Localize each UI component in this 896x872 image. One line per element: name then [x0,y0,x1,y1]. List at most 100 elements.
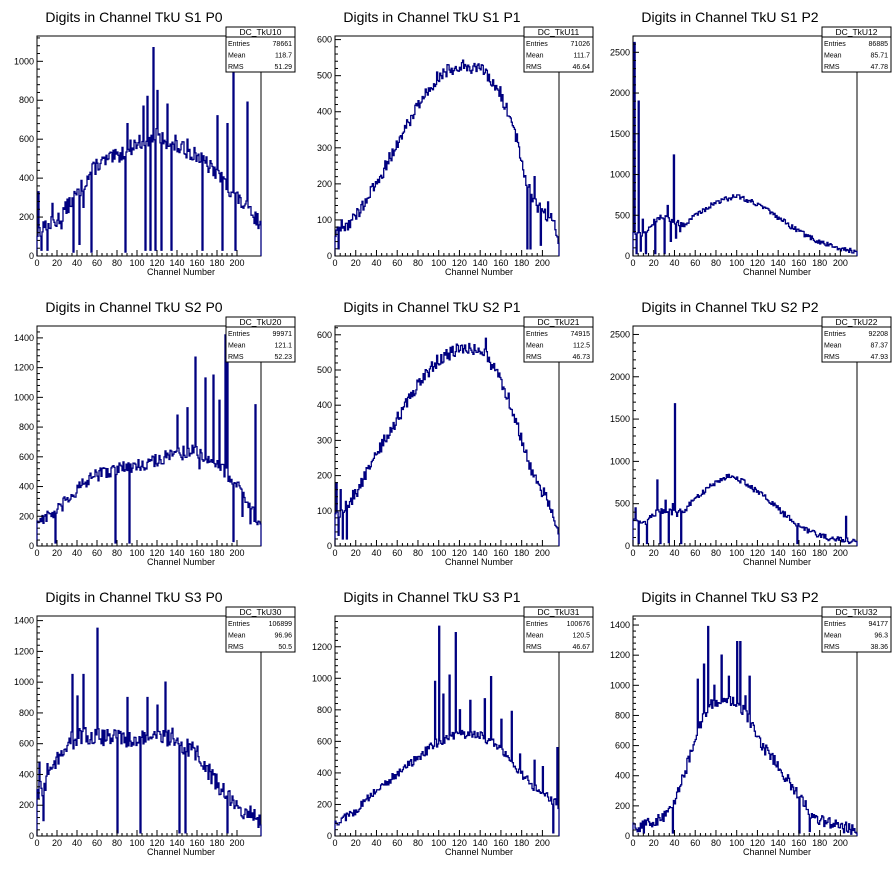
x-tick-label: 200 [229,258,244,268]
x-tick-label: 0 [332,548,337,558]
x-tick-label: 140 [169,548,184,558]
x-tick-label: 140 [771,838,786,848]
y-tick-label: 400 [317,400,332,410]
y-tick-label: 1000 [14,392,34,402]
y-tick-label: 1200 [14,646,34,656]
x-tick-label: 180 [209,838,224,848]
panel-title: Digits in Channel TkU S3 P2 [641,589,818,605]
x-tick-label: 200 [229,548,244,558]
y-tick-label: 300 [317,435,332,445]
y-tick-label: 600 [317,330,332,340]
panel-title: Digits in Channel TkU S3 P0 [45,589,222,605]
x-tick-label: 160 [493,838,508,848]
x-tick-label: 100 [729,258,744,268]
y-tick-label: 400 [19,482,34,492]
histogram-panel: Digits in Channel TkU S2 P2 0 20 40 60 80 100 1… [610,299,892,567]
y-tick-label: 100 [317,506,332,516]
y-tick-label: 1500 [610,129,630,139]
stats-label: Mean [526,633,544,640]
x-tick-label: 0 [630,838,635,848]
stats-label: Mean [824,53,842,60]
y-tick-label: 2500 [610,47,630,57]
x-axis-title: Channel Number [445,557,513,567]
x-tick-label: 60 [690,838,700,848]
y-tick-label: 0 [327,831,332,841]
y-tick-label: 0 [29,831,34,841]
y-tick-label: 600 [317,736,332,746]
stats-value: 92208 [869,331,889,338]
x-tick-label: 40 [669,548,679,558]
y-tick-label: 400 [615,771,630,781]
stats-value: 120.5 [572,633,590,640]
plot-frame [632,35,858,257]
y-tick-label: 400 [19,769,34,779]
stats-value: 52.23 [274,354,292,361]
y-tick-label: 500 [317,365,332,375]
plot-frame [36,615,262,837]
stats-name: DC_TkU32 [835,607,877,617]
x-tick-label: 20 [351,258,361,268]
x-tick-label: 200 [833,838,848,848]
y-tick-label: 200 [317,471,332,481]
x-tick-label: 160 [791,548,806,558]
x-tick-label: 80 [413,838,423,848]
x-tick-label: 120 [149,258,164,268]
x-axis-title: Channel Number [147,557,215,567]
x-tick-label: 80 [711,258,721,268]
stats-name: DC_TkU31 [537,607,579,617]
x-tick-label: 100 [431,258,446,268]
y-tick-label: 200 [19,800,34,810]
x-tick-label: 120 [750,838,765,848]
x-tick-label: 20 [351,548,361,558]
y-tick-label: 200 [19,212,34,222]
stats-value: 51.29 [274,64,292,71]
y-tick-label: 0 [29,541,34,551]
x-tick-label: 80 [112,548,122,558]
y-tick-label: 2000 [610,88,630,98]
x-tick-label: 120 [750,548,765,558]
stats-label: Mean [228,343,246,350]
histogram-line [334,625,560,836]
x-tick-label: 120 [750,258,765,268]
x-tick-label: 140 [473,258,488,268]
y-tick-label: 300 [317,143,332,153]
x-tick-label: 180 [812,258,827,268]
y-tick-label: 1400 [610,620,630,630]
x-tick-label: 60 [690,258,700,268]
stats-value: 74915 [571,331,591,338]
x-tick-label: 180 [209,548,224,558]
x-tick-label: 100 [129,258,144,268]
histogram-line [632,41,858,256]
histogram-line [36,627,262,836]
x-tick-label: 60 [392,548,402,558]
stats-value: 85.71 [870,53,888,60]
y-tick-label: 1000 [14,56,34,66]
stats-label: Entries [824,621,846,628]
histogram-panel: Digits in Channel TkU S1 P1 0 20 40 60 80 100 1… [317,9,594,277]
x-tick-label: 180 [514,838,529,848]
stats-label: Mean [228,53,246,60]
y-tick-label: 1000 [14,677,34,687]
y-tick-label: 600 [19,134,34,144]
x-tick-label: 60 [690,548,700,558]
stats-label: Entries [526,331,548,338]
x-tick-label: 40 [371,548,381,558]
stats-label: RMS [228,354,244,361]
stats-value: 46.73 [572,354,590,361]
stats-label: Entries [228,331,250,338]
histogram-line [334,337,560,546]
x-axis-title: Channel Number [147,267,215,277]
y-tick-label: 500 [615,210,630,220]
y-tick-label: 200 [317,179,332,189]
stats-value: 100676 [567,621,590,628]
x-tick-label: 60 [392,258,402,268]
y-tick-label: 200 [317,799,332,809]
y-tick-label: 0 [625,831,630,841]
stats-value: 46.67 [572,644,590,651]
y-tick-label: 0 [327,541,332,551]
stats-label: RMS [526,644,542,651]
x-tick-label: 120 [452,258,467,268]
y-tick-label: 800 [317,705,332,715]
y-tick-label: 1200 [312,642,332,652]
x-tick-label: 160 [189,838,204,848]
